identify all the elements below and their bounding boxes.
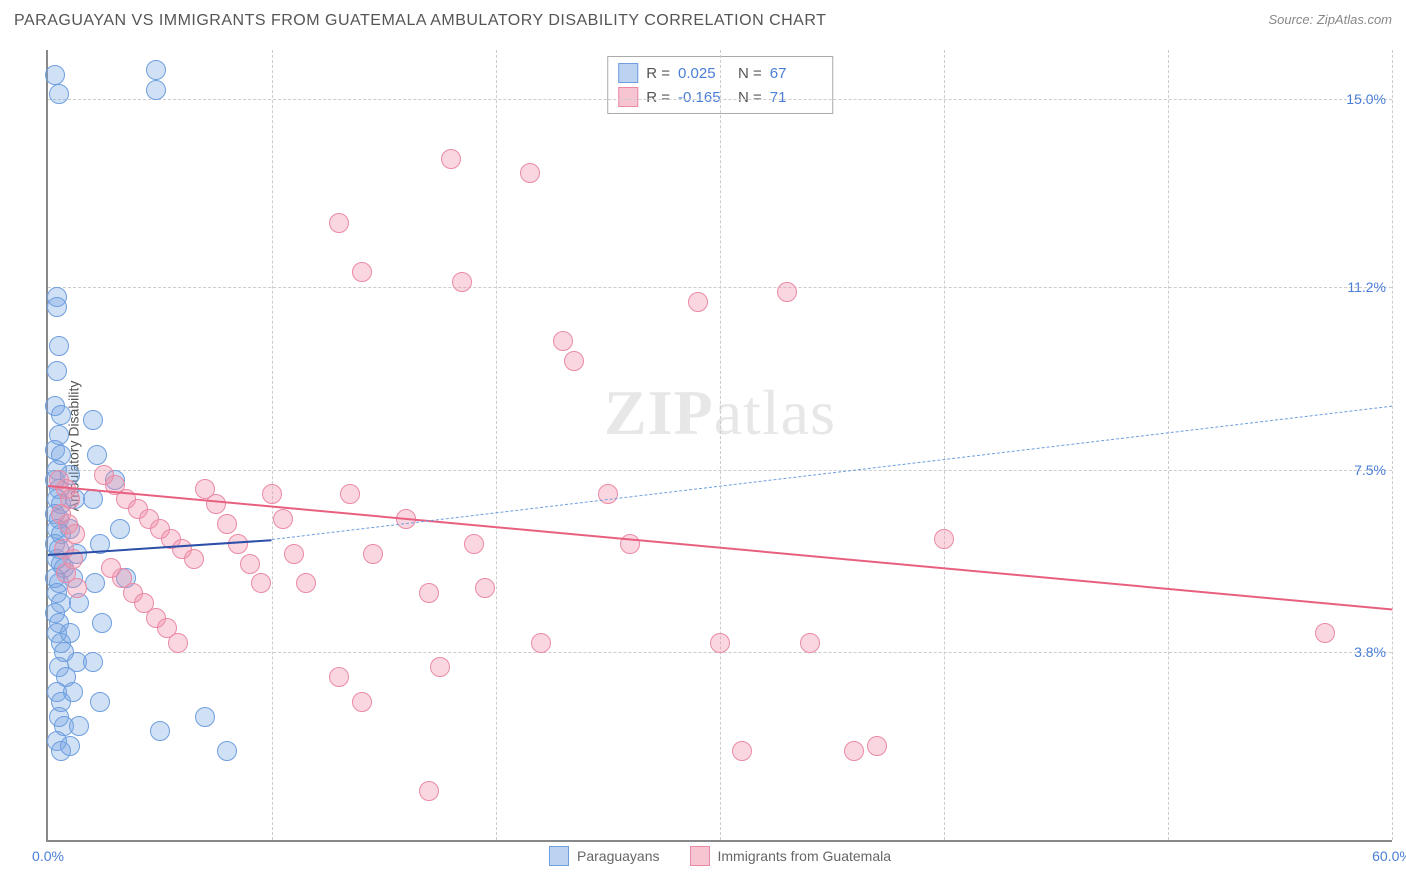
- data-point: [340, 484, 360, 504]
- data-point: [67, 578, 87, 598]
- data-point: [60, 736, 80, 756]
- bottom-legend: Paraguayans Immigrants from Guatemala: [549, 846, 891, 866]
- data-point: [934, 529, 954, 549]
- swatch-pink: [618, 87, 638, 107]
- gridline: [1392, 50, 1393, 840]
- data-point: [150, 721, 170, 741]
- gridline: [496, 50, 497, 840]
- data-point: [620, 534, 640, 554]
- data-point: [217, 514, 237, 534]
- data-point: [49, 336, 69, 356]
- data-point: [441, 149, 461, 169]
- n-value-b: 71: [770, 89, 822, 106]
- data-point: [90, 692, 110, 712]
- data-point: [168, 633, 188, 653]
- r-value-b: -0.165: [678, 89, 730, 106]
- data-point: [296, 573, 316, 593]
- legend-item-a: Paraguayans: [549, 846, 660, 866]
- data-point: [87, 445, 107, 465]
- data-point: [419, 583, 439, 603]
- data-point: [800, 633, 820, 653]
- data-point: [184, 549, 204, 569]
- data-point: [363, 544, 383, 564]
- data-point: [688, 292, 708, 312]
- data-point: [217, 741, 237, 761]
- data-point: [329, 213, 349, 233]
- data-point: [867, 736, 887, 756]
- data-point: [69, 716, 89, 736]
- data-point: [49, 84, 69, 104]
- data-point: [531, 633, 551, 653]
- source-label: Source: ZipAtlas.com: [1268, 12, 1392, 27]
- data-point: [240, 554, 260, 574]
- x-tick-label: 60.0%: [1372, 848, 1406, 864]
- legend-item-b: Immigrants from Guatemala: [690, 846, 892, 866]
- gridline: [1168, 50, 1169, 840]
- data-point: [47, 297, 67, 317]
- data-point: [598, 484, 618, 504]
- data-point: [352, 692, 372, 712]
- data-point: [732, 741, 752, 761]
- y-tick-label: 7.5%: [1354, 462, 1386, 478]
- data-point: [51, 405, 71, 425]
- n-value-a: 67: [770, 65, 822, 82]
- data-point: [284, 544, 304, 564]
- swatch-blue: [618, 63, 638, 83]
- x-tick-label: 0.0%: [32, 848, 64, 864]
- data-point: [85, 573, 105, 593]
- data-point: [1315, 623, 1335, 643]
- data-point: [452, 272, 472, 292]
- swatch-blue-icon: [549, 846, 569, 866]
- swatch-pink-icon: [690, 846, 710, 866]
- data-point: [564, 351, 584, 371]
- data-point: [146, 60, 166, 80]
- data-point: [844, 741, 864, 761]
- data-point: [83, 489, 103, 509]
- data-point: [60, 623, 80, 643]
- data-point: [710, 633, 730, 653]
- data-point: [110, 519, 130, 539]
- data-point: [520, 163, 540, 183]
- data-point: [464, 534, 484, 554]
- data-point: [475, 578, 495, 598]
- y-tick-label: 15.0%: [1346, 91, 1386, 107]
- data-point: [777, 282, 797, 302]
- data-point: [83, 652, 103, 672]
- gridline: [944, 50, 945, 840]
- data-point: [47, 361, 67, 381]
- data-point: [553, 331, 573, 351]
- chart-title: PARAGUAYAN VS IMMIGRANTS FROM GUATEMALA …: [14, 12, 826, 29]
- data-point: [262, 484, 282, 504]
- data-point: [45, 65, 65, 85]
- data-point: [206, 494, 226, 514]
- y-tick-label: 3.8%: [1354, 644, 1386, 660]
- trend-line: [272, 406, 1392, 540]
- legend-label-b: Immigrants from Guatemala: [718, 848, 892, 864]
- data-point: [329, 667, 349, 687]
- data-point: [273, 509, 293, 529]
- data-point: [195, 707, 215, 727]
- y-tick-label: 11.2%: [1347, 279, 1386, 295]
- data-point: [83, 410, 103, 430]
- r-value-a: 0.025: [678, 65, 730, 82]
- data-point: [419, 781, 439, 801]
- scatter-plot: ZIPatlas R = 0.025 N = 67 R = -0.165 N =…: [46, 50, 1392, 842]
- data-point: [63, 682, 83, 702]
- legend-label-a: Paraguayans: [577, 848, 660, 864]
- data-point: [92, 613, 112, 633]
- gridline: [272, 50, 273, 840]
- gridline: [720, 50, 721, 840]
- data-point: [251, 573, 271, 593]
- data-point: [430, 657, 450, 677]
- data-point: [146, 80, 166, 100]
- data-point: [352, 262, 372, 282]
